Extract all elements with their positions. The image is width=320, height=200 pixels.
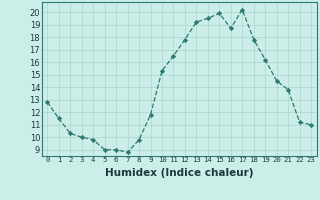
X-axis label: Humidex (Indice chaleur): Humidex (Indice chaleur)	[105, 168, 253, 178]
